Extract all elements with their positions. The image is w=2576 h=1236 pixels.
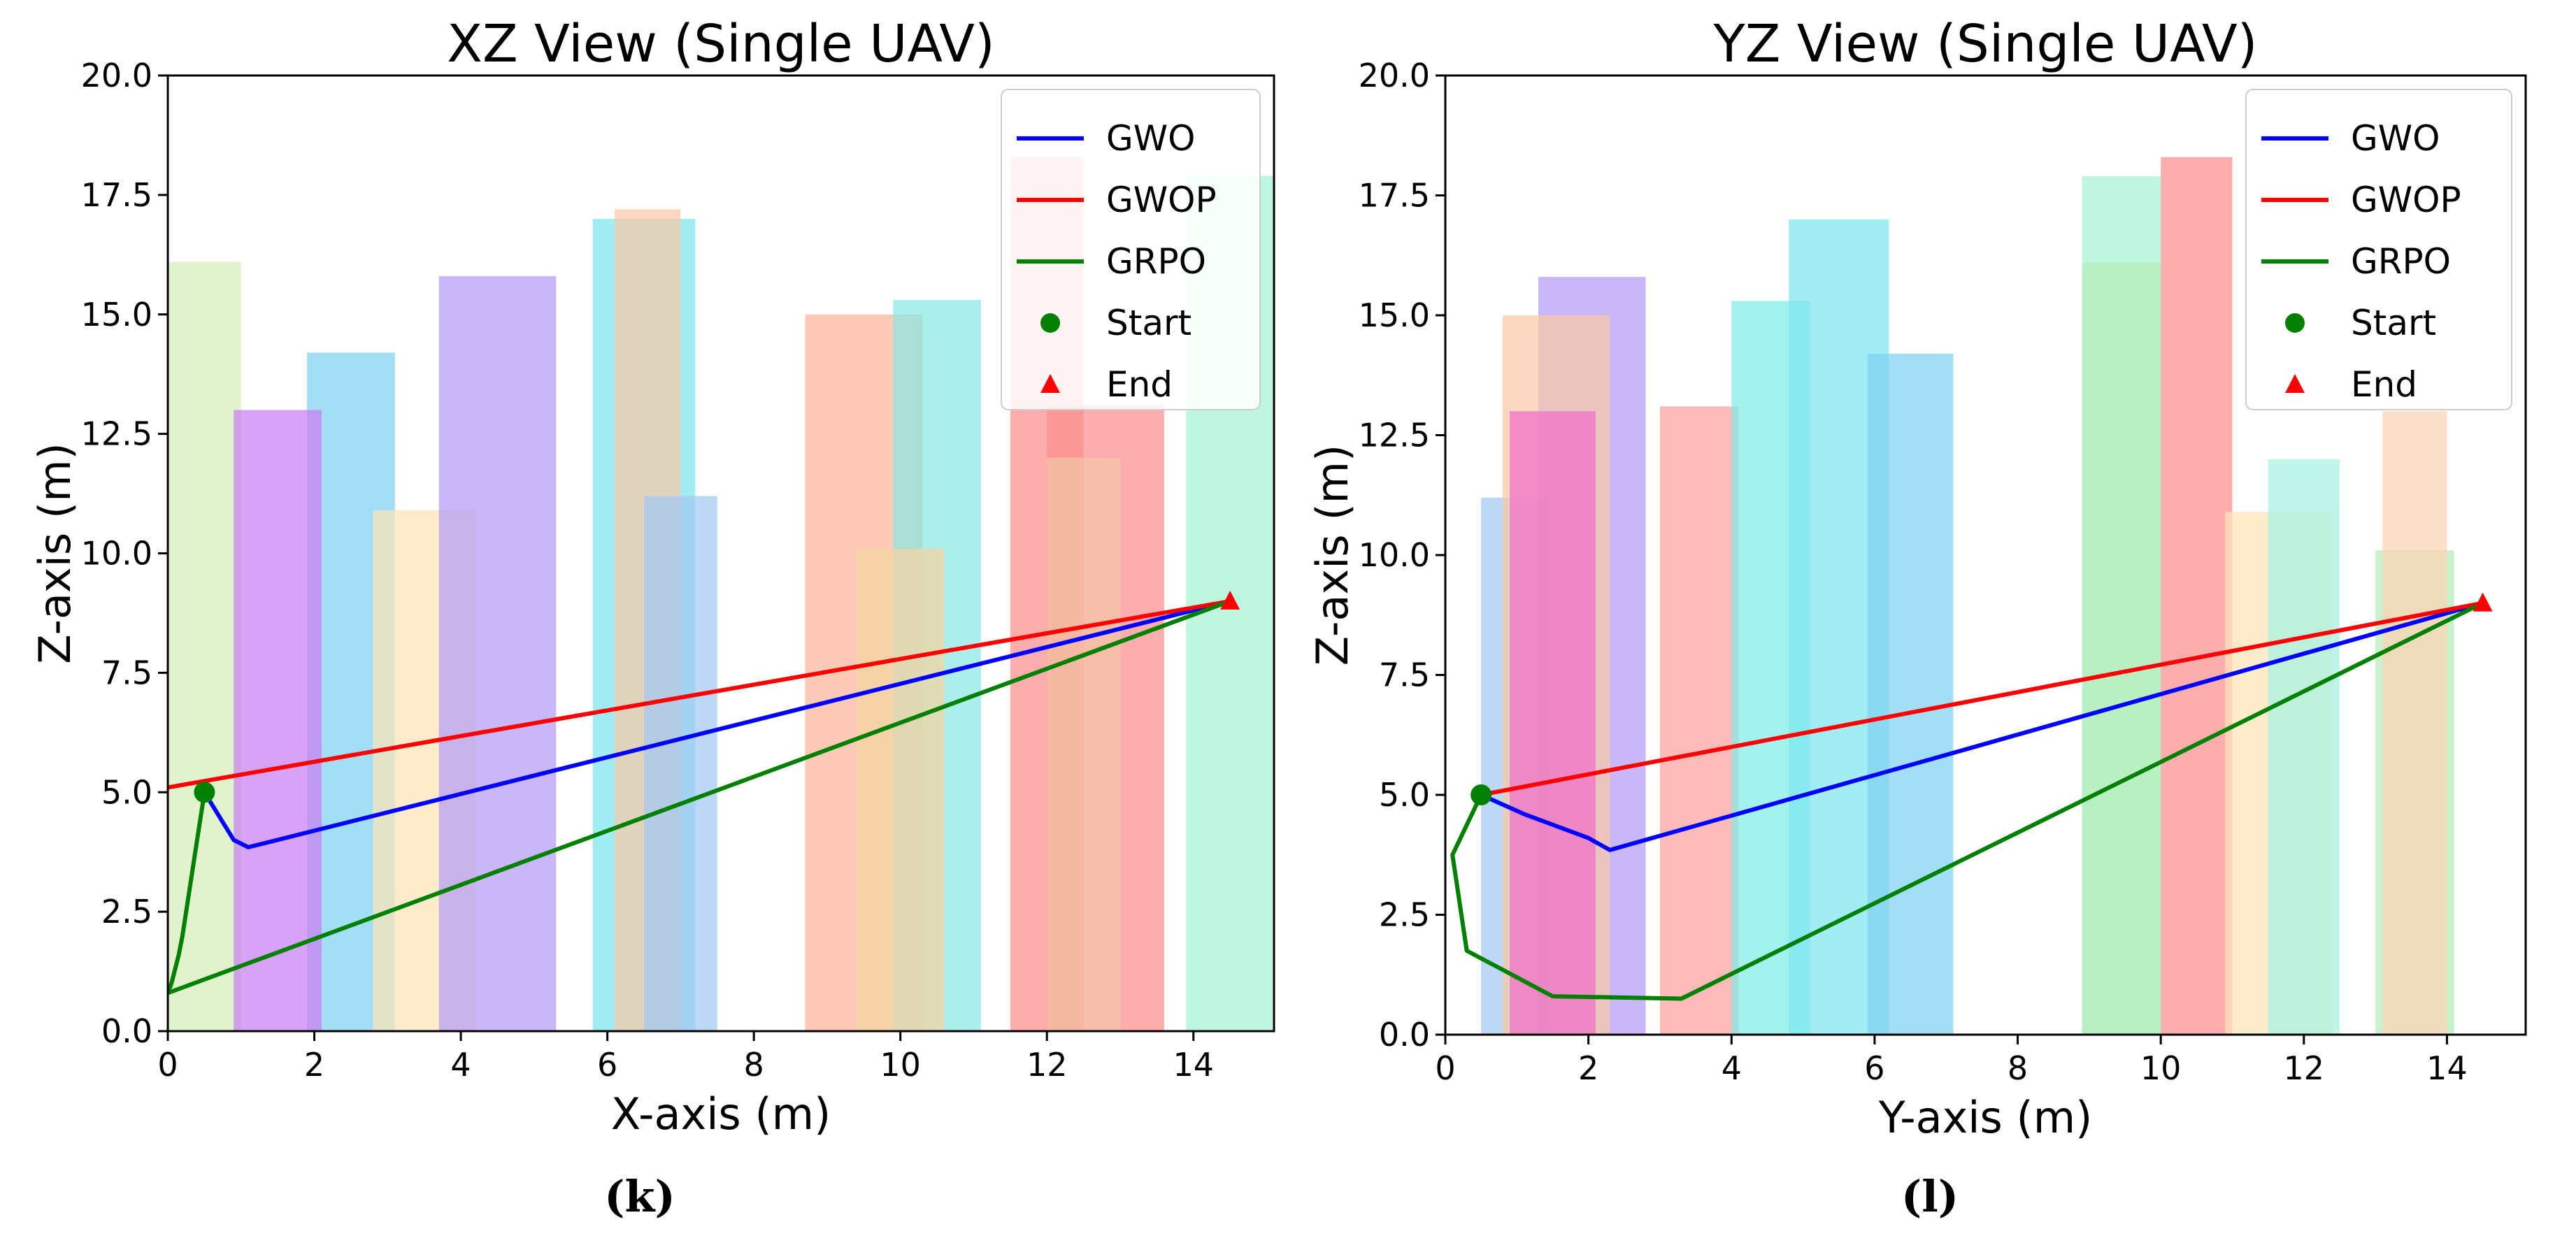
legend-label-gwop: GWOP xyxy=(2351,180,2461,220)
start-marker xyxy=(1471,784,1492,805)
obstacle-bar xyxy=(1659,406,1739,1035)
end-marker xyxy=(2473,592,2493,612)
legend-label-end: End xyxy=(1106,364,1173,405)
obstacle-bar xyxy=(643,496,717,1031)
x-tick-label: 4 xyxy=(450,1046,471,1084)
legend-key-end xyxy=(2285,374,2305,393)
y-axis-label: Z-axis (m) xyxy=(29,443,80,663)
series-line-gwop xyxy=(1480,601,2484,797)
obstacle-bar xyxy=(856,548,945,1031)
y-tick-label: 2.5 xyxy=(101,893,152,930)
x-tick-label: 14 xyxy=(1173,1046,1214,1084)
x-tick-label: 2 xyxy=(304,1046,324,1084)
obstacle-bar xyxy=(2382,411,2447,1035)
y-tick-label: 10.0 xyxy=(81,535,152,573)
x-tick-label: 10 xyxy=(880,1046,921,1084)
legend-label-grpo: GRPO xyxy=(2351,241,2451,282)
obstacle-bar xyxy=(438,276,557,1031)
x-tick-label: 12 xyxy=(1026,1046,1068,1084)
legend-label-gwo: GWO xyxy=(1106,118,1196,159)
series-line-gwo xyxy=(1480,601,2484,852)
y-tick-label: 12.5 xyxy=(1359,417,1430,454)
obstacle-bar xyxy=(1867,353,1954,1035)
legend-label-start: Start xyxy=(1106,303,1192,343)
series-line-grpo xyxy=(1450,601,2484,1001)
legend-label-start: Start xyxy=(2351,303,2436,343)
x-axis-label: X-axis (m) xyxy=(611,1088,831,1140)
legend-label-gwo: GWO xyxy=(2351,118,2440,159)
obstacle-bar xyxy=(1510,411,1596,1035)
obstacle-bar xyxy=(1047,457,1120,1031)
y-tick-label: 2.5 xyxy=(1379,896,1430,934)
chart-title: YZ View (Single UAV) xyxy=(1713,14,2258,74)
obstacle-bar xyxy=(2268,459,2340,1035)
x-tick-label: 12 xyxy=(2284,1049,2325,1087)
x-tick-label: 6 xyxy=(1864,1049,1884,1087)
x-tick-label: 0 xyxy=(157,1046,178,1084)
chart-title: XZ View (Single UAV) xyxy=(447,14,994,74)
y-tick-label: 15.0 xyxy=(81,296,152,333)
x-tick-label: 0 xyxy=(1435,1049,1455,1087)
plot-area xyxy=(1450,157,2484,1035)
y-tick-label: 7.5 xyxy=(1379,656,1430,694)
x-tick-label: 8 xyxy=(2008,1049,2028,1087)
x-tick-label: 8 xyxy=(744,1046,764,1084)
legend-key-start xyxy=(2285,313,2305,333)
y-tick-label: 0.0 xyxy=(101,1012,152,1050)
y-tick-label: 20.0 xyxy=(1359,57,1430,94)
legend: GWO GWOP GRPO Start End xyxy=(2245,89,2512,410)
x-tick-label: 4 xyxy=(1722,1049,1742,1087)
panel-caption-l: (l) xyxy=(1901,1171,1959,1222)
start-marker xyxy=(194,782,215,803)
y-tick-label: 10.0 xyxy=(1359,536,1430,574)
chart-panel-0: 0 2 4 6 8 10 12 14 0.0 2.5 5.0 7.5 10.0 12.5 15.0 17.5 2… xyxy=(29,14,1275,1140)
y-tick-label: 5.0 xyxy=(1379,776,1430,814)
obstacle-bar xyxy=(2161,157,2233,1035)
y-tick-label: 20.0 xyxy=(81,57,152,94)
legend-label-grpo: GRPO xyxy=(1106,241,1206,282)
y-tick-label: 7.5 xyxy=(101,654,152,691)
series-line-gwo xyxy=(202,598,1231,849)
y-tick-label: 12.5 xyxy=(81,415,152,453)
plot-area xyxy=(168,157,1274,1031)
legend-key-start xyxy=(1040,313,1060,333)
y-axis-label: Z-axis (m) xyxy=(1307,445,1358,666)
legend-box xyxy=(2245,89,2512,410)
x-tick-label: 10 xyxy=(2140,1049,2182,1087)
x-tick-label: 14 xyxy=(2426,1049,2468,1087)
panel-caption-k: (k) xyxy=(604,1171,675,1222)
legend-label-gwop: GWOP xyxy=(1106,180,1217,220)
obstacle-bar xyxy=(234,410,322,1031)
end-marker xyxy=(1220,590,1240,610)
series-line-gwop xyxy=(168,598,1231,790)
obstacle-bar xyxy=(2082,262,2161,1035)
x-tick-label: 2 xyxy=(1578,1049,1598,1087)
y-tick-label: 17.5 xyxy=(1359,177,1430,215)
x-axis-label: Y-axis (m) xyxy=(1878,1092,2093,1143)
y-tick-label: 17.5 xyxy=(81,176,152,214)
chart-panel-1: 0 2 4 6 8 10 12 14 0.0 2.5 5.0 7.5 10.0 12.5 15.0 17.5 2… xyxy=(1307,14,2527,1143)
legend-label-end: End xyxy=(2351,364,2417,405)
y-tick-label: 0.0 xyxy=(1379,1016,1430,1054)
y-tick-label: 5.0 xyxy=(101,773,152,811)
legend-key-end xyxy=(1040,374,1060,393)
x-tick-label: 6 xyxy=(597,1046,617,1084)
legend-box xyxy=(1001,89,1261,410)
legend: GWO GWOP GRPO Start End xyxy=(1001,89,1261,410)
y-tick-label: 15.0 xyxy=(1359,296,1430,334)
obstacle-bar xyxy=(168,261,241,1031)
